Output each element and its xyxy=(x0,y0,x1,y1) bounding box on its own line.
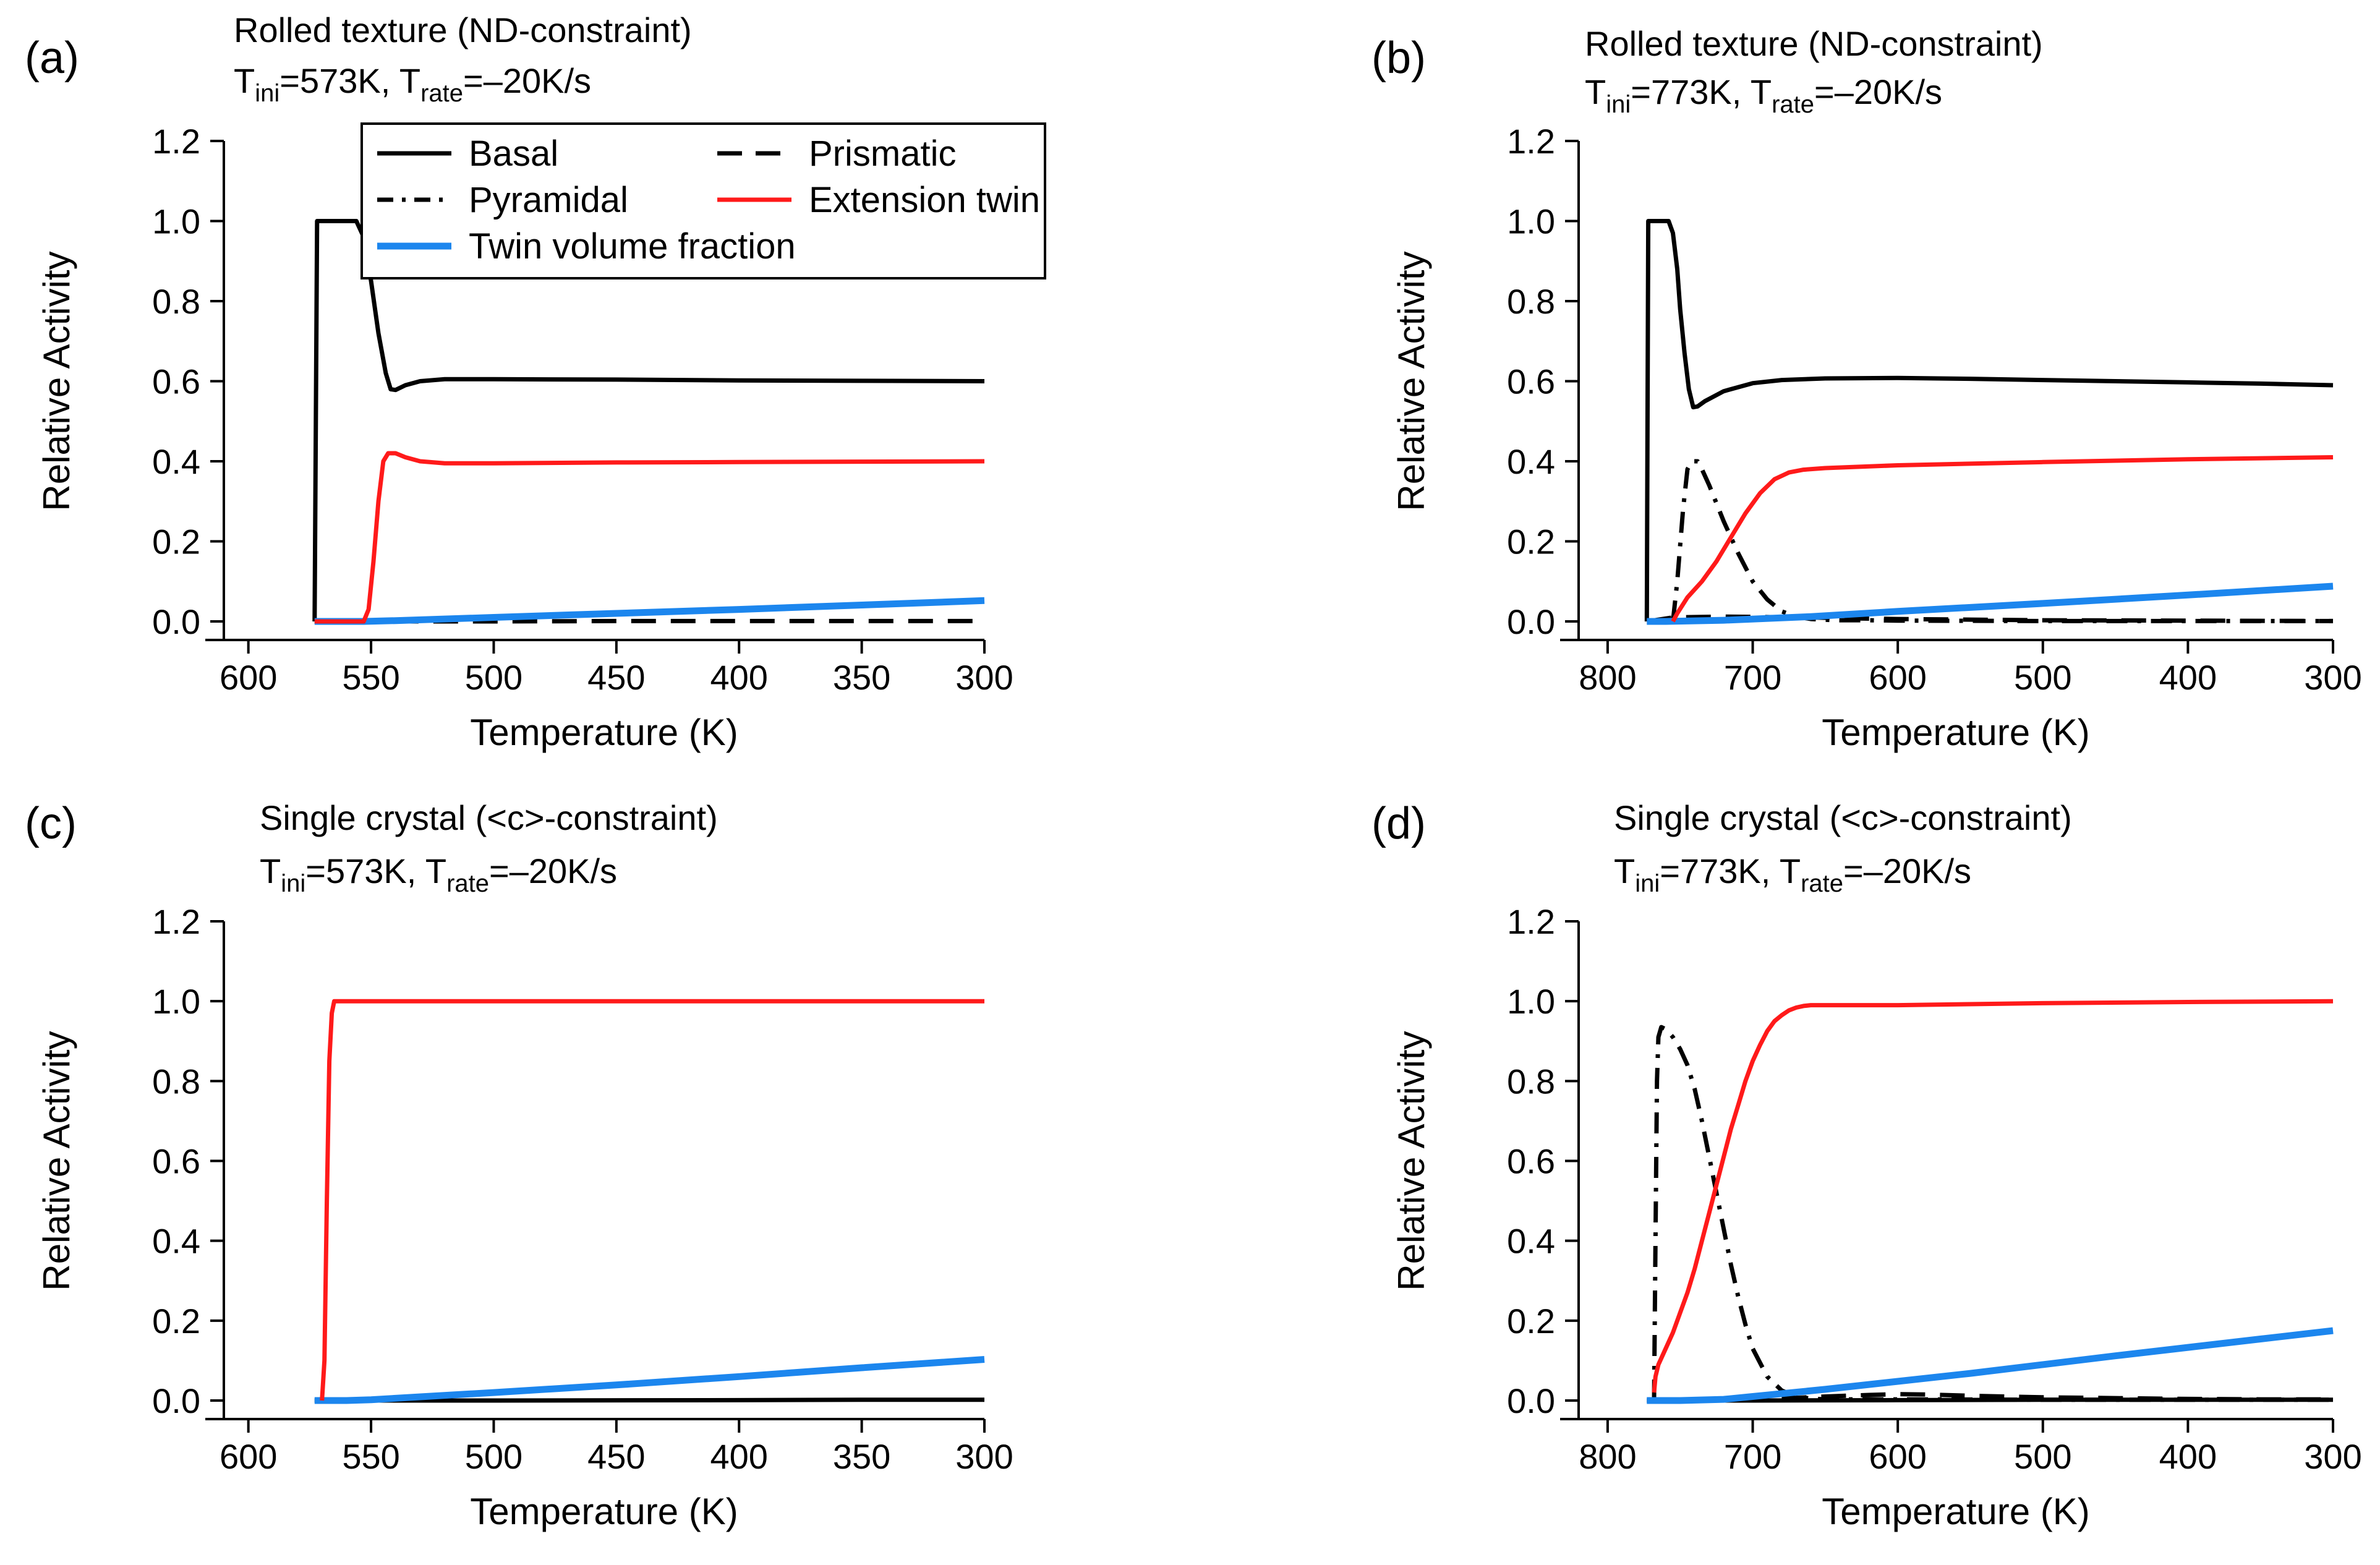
y-tick-label: 0.8 xyxy=(1507,1062,1555,1101)
x-tick-label: 550 xyxy=(342,1437,399,1476)
y-axis-title: Relative Activity xyxy=(36,251,77,511)
panel-label: (d) xyxy=(1371,799,1426,848)
series-twin-volume-fraction xyxy=(314,597,985,625)
x-tick-label: 400 xyxy=(710,658,768,697)
legend: Basal Prismatic Pyramidal Extension twin Twi… xyxy=(360,122,1046,279)
y-tick-label: 0.4 xyxy=(152,1222,200,1261)
x-tick-label: 300 xyxy=(955,1437,1013,1476)
series-twin-volume-fraction xyxy=(1647,582,2334,625)
y-tick-label: 1.0 xyxy=(1507,202,1555,241)
series-basal xyxy=(312,219,985,622)
x-axis-title: Temperature (K) xyxy=(470,1491,738,1532)
x-tick-label: 800 xyxy=(1579,658,1636,697)
y-tick-label: 1.0 xyxy=(1507,982,1555,1021)
y-tick-label: 0.2 xyxy=(152,522,200,561)
x-tick-label: 300 xyxy=(955,658,1013,697)
x-tick-label: 600 xyxy=(1869,658,1926,697)
series-twin-volume-fraction xyxy=(314,1356,985,1404)
x-tick-label: 500 xyxy=(2014,1437,2071,1476)
y-tick-label: 0.4 xyxy=(1507,442,1555,481)
panel-label: (a) xyxy=(25,33,79,83)
y-tick-label: 0.2 xyxy=(1507,522,1555,561)
x-tick-label: 400 xyxy=(2159,658,2217,697)
x-tick-label: 450 xyxy=(587,658,645,697)
legend-label: Prismatic xyxy=(809,134,956,174)
x-tick-label: 450 xyxy=(587,1437,645,1476)
legend-label: Twin volume fraction xyxy=(469,226,796,267)
x-tick-label: 400 xyxy=(710,1437,768,1476)
y-tick-label: 0.0 xyxy=(152,602,200,641)
panel-caption-conditions: Tini=773K, Trate=–20K/s xyxy=(1614,851,1971,897)
legend-label: Basal xyxy=(469,134,558,174)
x-tick-label: 700 xyxy=(1724,1437,1781,1476)
y-tick-label: 1.2 xyxy=(152,902,200,941)
x-tick-label: 600 xyxy=(220,658,277,697)
panel-caption-conditions: Tini=773K, Trate=–20K/s xyxy=(1585,72,1942,118)
series-twin-volume-fraction xyxy=(1647,1327,2334,1404)
y-tick-label: 0.6 xyxy=(1507,1142,1555,1181)
y-tick-label: 0.6 xyxy=(152,362,200,401)
x-tick-label: 700 xyxy=(1724,658,1781,697)
x-axis-title: Temperature (K) xyxy=(1822,1491,2089,1532)
x-axis-title: Temperature (K) xyxy=(1822,712,2089,753)
panel-caption-title: Single crystal (<c>-constraint) xyxy=(260,798,718,837)
y-tick-label: 1.2 xyxy=(1507,902,1555,941)
series-basal xyxy=(314,1397,984,1403)
series-extension-twin xyxy=(314,451,985,624)
panel-label: (b) xyxy=(1371,33,1426,83)
series-pyramidal xyxy=(1671,459,2333,623)
series-extension-twin xyxy=(1652,999,2334,1393)
x-tick-label: 350 xyxy=(833,1437,890,1476)
x-tick-label: 600 xyxy=(220,1437,277,1476)
y-tick-label: 0.8 xyxy=(152,1062,200,1101)
y-tick-label: 0.0 xyxy=(1507,1381,1555,1420)
x-tick-label: 350 xyxy=(833,658,890,697)
x-tick-label: 400 xyxy=(2159,1437,2217,1476)
panel-d: (d) Single crystal (<c>-constraint) Tini=7… xyxy=(1371,798,2362,1532)
series-extension-twin xyxy=(320,999,984,1401)
x-tick-label: 300 xyxy=(2304,658,2361,697)
y-axis-title: Relative Activity xyxy=(1391,251,1432,511)
y-tick-label: 0.4 xyxy=(152,442,200,481)
panel-a: (a) Rolled texture (ND-constraint) Tini=57… xyxy=(25,11,1046,753)
y-tick-label: 0.6 xyxy=(1507,362,1555,401)
y-tick-label: 0.2 xyxy=(1507,1302,1555,1341)
y-axis-title: Relative Activity xyxy=(36,1031,77,1290)
panel-c: (c) Single crystal (<c>-constraint) Tini=5… xyxy=(25,798,1013,1532)
legend-label: Pyramidal xyxy=(469,180,628,220)
y-tick-label: 1.2 xyxy=(152,122,200,161)
x-tick-label: 500 xyxy=(465,658,522,697)
panel-caption-title: Rolled texture (ND-constraint) xyxy=(234,11,692,49)
series-extension-twin xyxy=(1671,455,2334,623)
y-tick-label: 0.0 xyxy=(1507,602,1555,641)
panel-label: (c) xyxy=(25,799,77,848)
x-tick-label: 800 xyxy=(1579,1437,1636,1476)
y-tick-label: 1.2 xyxy=(1507,122,1555,161)
panel-caption-title: Rolled texture (ND-constraint) xyxy=(1585,24,2043,63)
legend-label: Extension twin xyxy=(809,180,1040,220)
panel-b: (b) Rolled texture (ND-constraint) Tini=77… xyxy=(1371,24,2362,753)
x-axis-title: Temperature (K) xyxy=(470,712,738,753)
y-tick-label: 0.8 xyxy=(152,282,200,321)
y-tick-label: 1.0 xyxy=(152,982,200,1021)
y-tick-label: 1.0 xyxy=(152,202,200,241)
y-tick-label: 0.4 xyxy=(1507,1222,1555,1261)
y-tick-label: 0.0 xyxy=(152,1381,200,1420)
y-axis-title: Relative Activity xyxy=(1391,1031,1432,1290)
panel-caption-conditions: Tini=573K, Trate=–20K/s xyxy=(234,61,591,107)
x-tick-label: 600 xyxy=(1869,1437,1926,1476)
x-tick-label: 550 xyxy=(342,658,399,697)
legend-box xyxy=(360,122,1046,279)
y-tick-label: 0.8 xyxy=(1507,282,1555,321)
series-basal xyxy=(1644,219,2334,622)
y-tick-label: 0.6 xyxy=(152,1142,200,1181)
x-tick-label: 500 xyxy=(2014,658,2071,697)
panel-caption-conditions: Tini=573K, Trate=–20K/s xyxy=(260,851,617,897)
x-tick-label: 500 xyxy=(465,1437,522,1476)
x-tick-label: 300 xyxy=(2304,1437,2361,1476)
panel-caption-title: Single crystal (<c>-constraint) xyxy=(1614,798,2072,837)
y-tick-label: 0.2 xyxy=(152,1302,200,1341)
